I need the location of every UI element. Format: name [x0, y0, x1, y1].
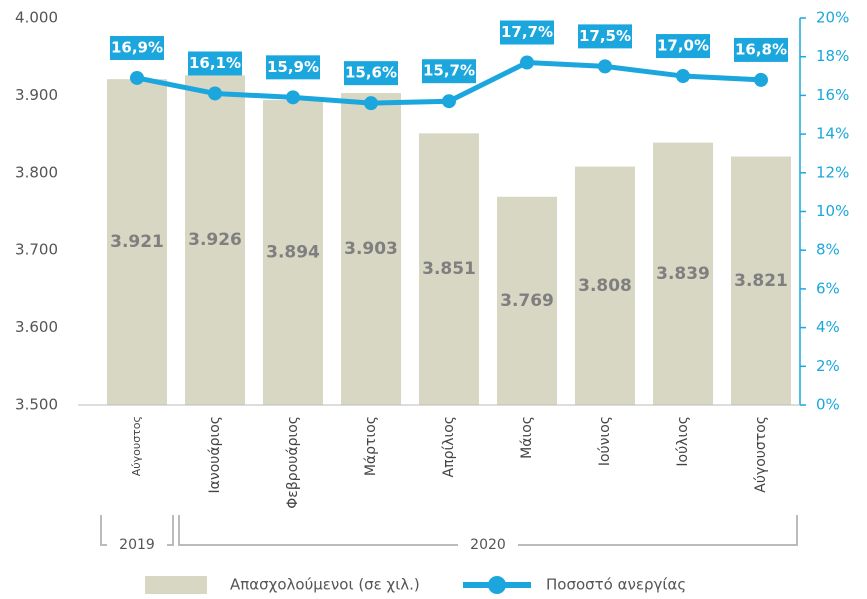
- bar: [653, 142, 713, 405]
- bar-value-label: 3.821: [734, 271, 788, 291]
- bar-value-label: 3.926: [188, 230, 242, 250]
- line-marker: [442, 94, 456, 109]
- bar: [731, 156, 791, 405]
- bar-value-label: 3.851: [422, 259, 476, 279]
- x-tick-label: Ιούλιος: [675, 416, 691, 467]
- value-label-box: [266, 55, 320, 80]
- bar: [497, 196, 557, 405]
- bar-value-label: 3.921: [110, 232, 164, 252]
- bar: [341, 93, 401, 405]
- line-marker: [364, 96, 378, 111]
- bar: [575, 166, 635, 405]
- line-value-label: 17,0%: [657, 37, 709, 55]
- line-value-label: 15,9%: [267, 58, 319, 76]
- value-label-box: [110, 35, 164, 60]
- x-tick-label: Φεβρουάριος: [285, 416, 301, 509]
- x-tick-label: Αύγουστος: [130, 416, 143, 476]
- x-tick-label: Ιούνιος: [597, 416, 613, 466]
- value-label-box: [734, 37, 788, 62]
- y2-tick-label: 20%: [816, 9, 849, 27]
- line-marker: [286, 90, 300, 105]
- bar: [185, 75, 245, 405]
- line-value-label: 15,7%: [423, 62, 475, 80]
- y2-tick-label: 2%: [816, 357, 840, 375]
- value-label-box: [344, 61, 398, 86]
- legend-swatch: [145, 576, 207, 594]
- y2-tick-label: 8%: [816, 241, 840, 259]
- x-tick-label: Ιανουάριος: [207, 416, 223, 493]
- y2-tick-label: 6%: [816, 279, 840, 297]
- y2-tick-label: 18%: [816, 47, 849, 65]
- legend-label: Ποσοστό ανεργίας: [546, 576, 686, 594]
- x-tick-label: Απρίλιος: [441, 416, 457, 477]
- y2-tick-label: 16%: [816, 86, 849, 104]
- line-value-label: 16,1%: [189, 54, 241, 72]
- y2-tick-label: 12%: [816, 163, 849, 181]
- value-label-box: [500, 20, 554, 45]
- y-tick-label: 3.900: [15, 86, 58, 104]
- y2-tick-label: 4%: [816, 318, 840, 336]
- line-marker: [676, 69, 690, 84]
- x-tick-label: Αύγουστος: [753, 416, 769, 493]
- line-marker: [598, 59, 612, 74]
- value-label-box: [578, 24, 632, 49]
- y2-tick-label: 0%: [816, 396, 840, 414]
- line-marker: [754, 72, 768, 87]
- x-tick-label: Μάρτιος: [363, 416, 379, 476]
- line-value-label: 17,5%: [579, 27, 631, 45]
- bar-value-label: 3.839: [656, 264, 710, 284]
- line-marker: [208, 86, 222, 101]
- bar-value-label: 3.808: [578, 276, 632, 296]
- y2-tick-label: 10%: [816, 202, 849, 220]
- bar: [107, 79, 167, 406]
- bar: [263, 100, 323, 405]
- line-value-label: 15,6%: [345, 64, 397, 82]
- legend-marker: [488, 576, 506, 594]
- y-tick-label: 3.800: [15, 163, 58, 181]
- x-tick-label: Μάιος: [519, 416, 535, 459]
- value-label-box: [656, 34, 710, 59]
- value-label-box: [422, 59, 476, 84]
- y-tick-label: 3.500: [15, 396, 58, 414]
- line-value-label: 16,8%: [735, 40, 787, 58]
- y-tick-label: 4.000: [15, 9, 58, 27]
- year-bracket: [100, 515, 174, 546]
- bar-value-label: 3.894: [266, 243, 320, 263]
- bar-value-label: 3.903: [344, 239, 398, 259]
- line-marker: [130, 70, 144, 85]
- line-marker: [520, 55, 534, 70]
- bar-value-label: 3.769: [500, 291, 554, 311]
- y-tick-label: 3.600: [15, 318, 58, 336]
- line-value-label: 16,9%: [111, 38, 163, 56]
- value-label-box: [188, 51, 242, 76]
- year-bracket: [178, 515, 798, 546]
- y2-tick-label: 14%: [816, 125, 849, 143]
- y-tick-label: 3.700: [15, 241, 58, 259]
- bar: [419, 133, 479, 406]
- year-label: 2020: [470, 537, 506, 553]
- legend-label: Απασχολούμενοι (σε χιλ.): [230, 576, 420, 594]
- year-label: 2019: [119, 537, 155, 553]
- line-value-label: 17,7%: [501, 23, 553, 41]
